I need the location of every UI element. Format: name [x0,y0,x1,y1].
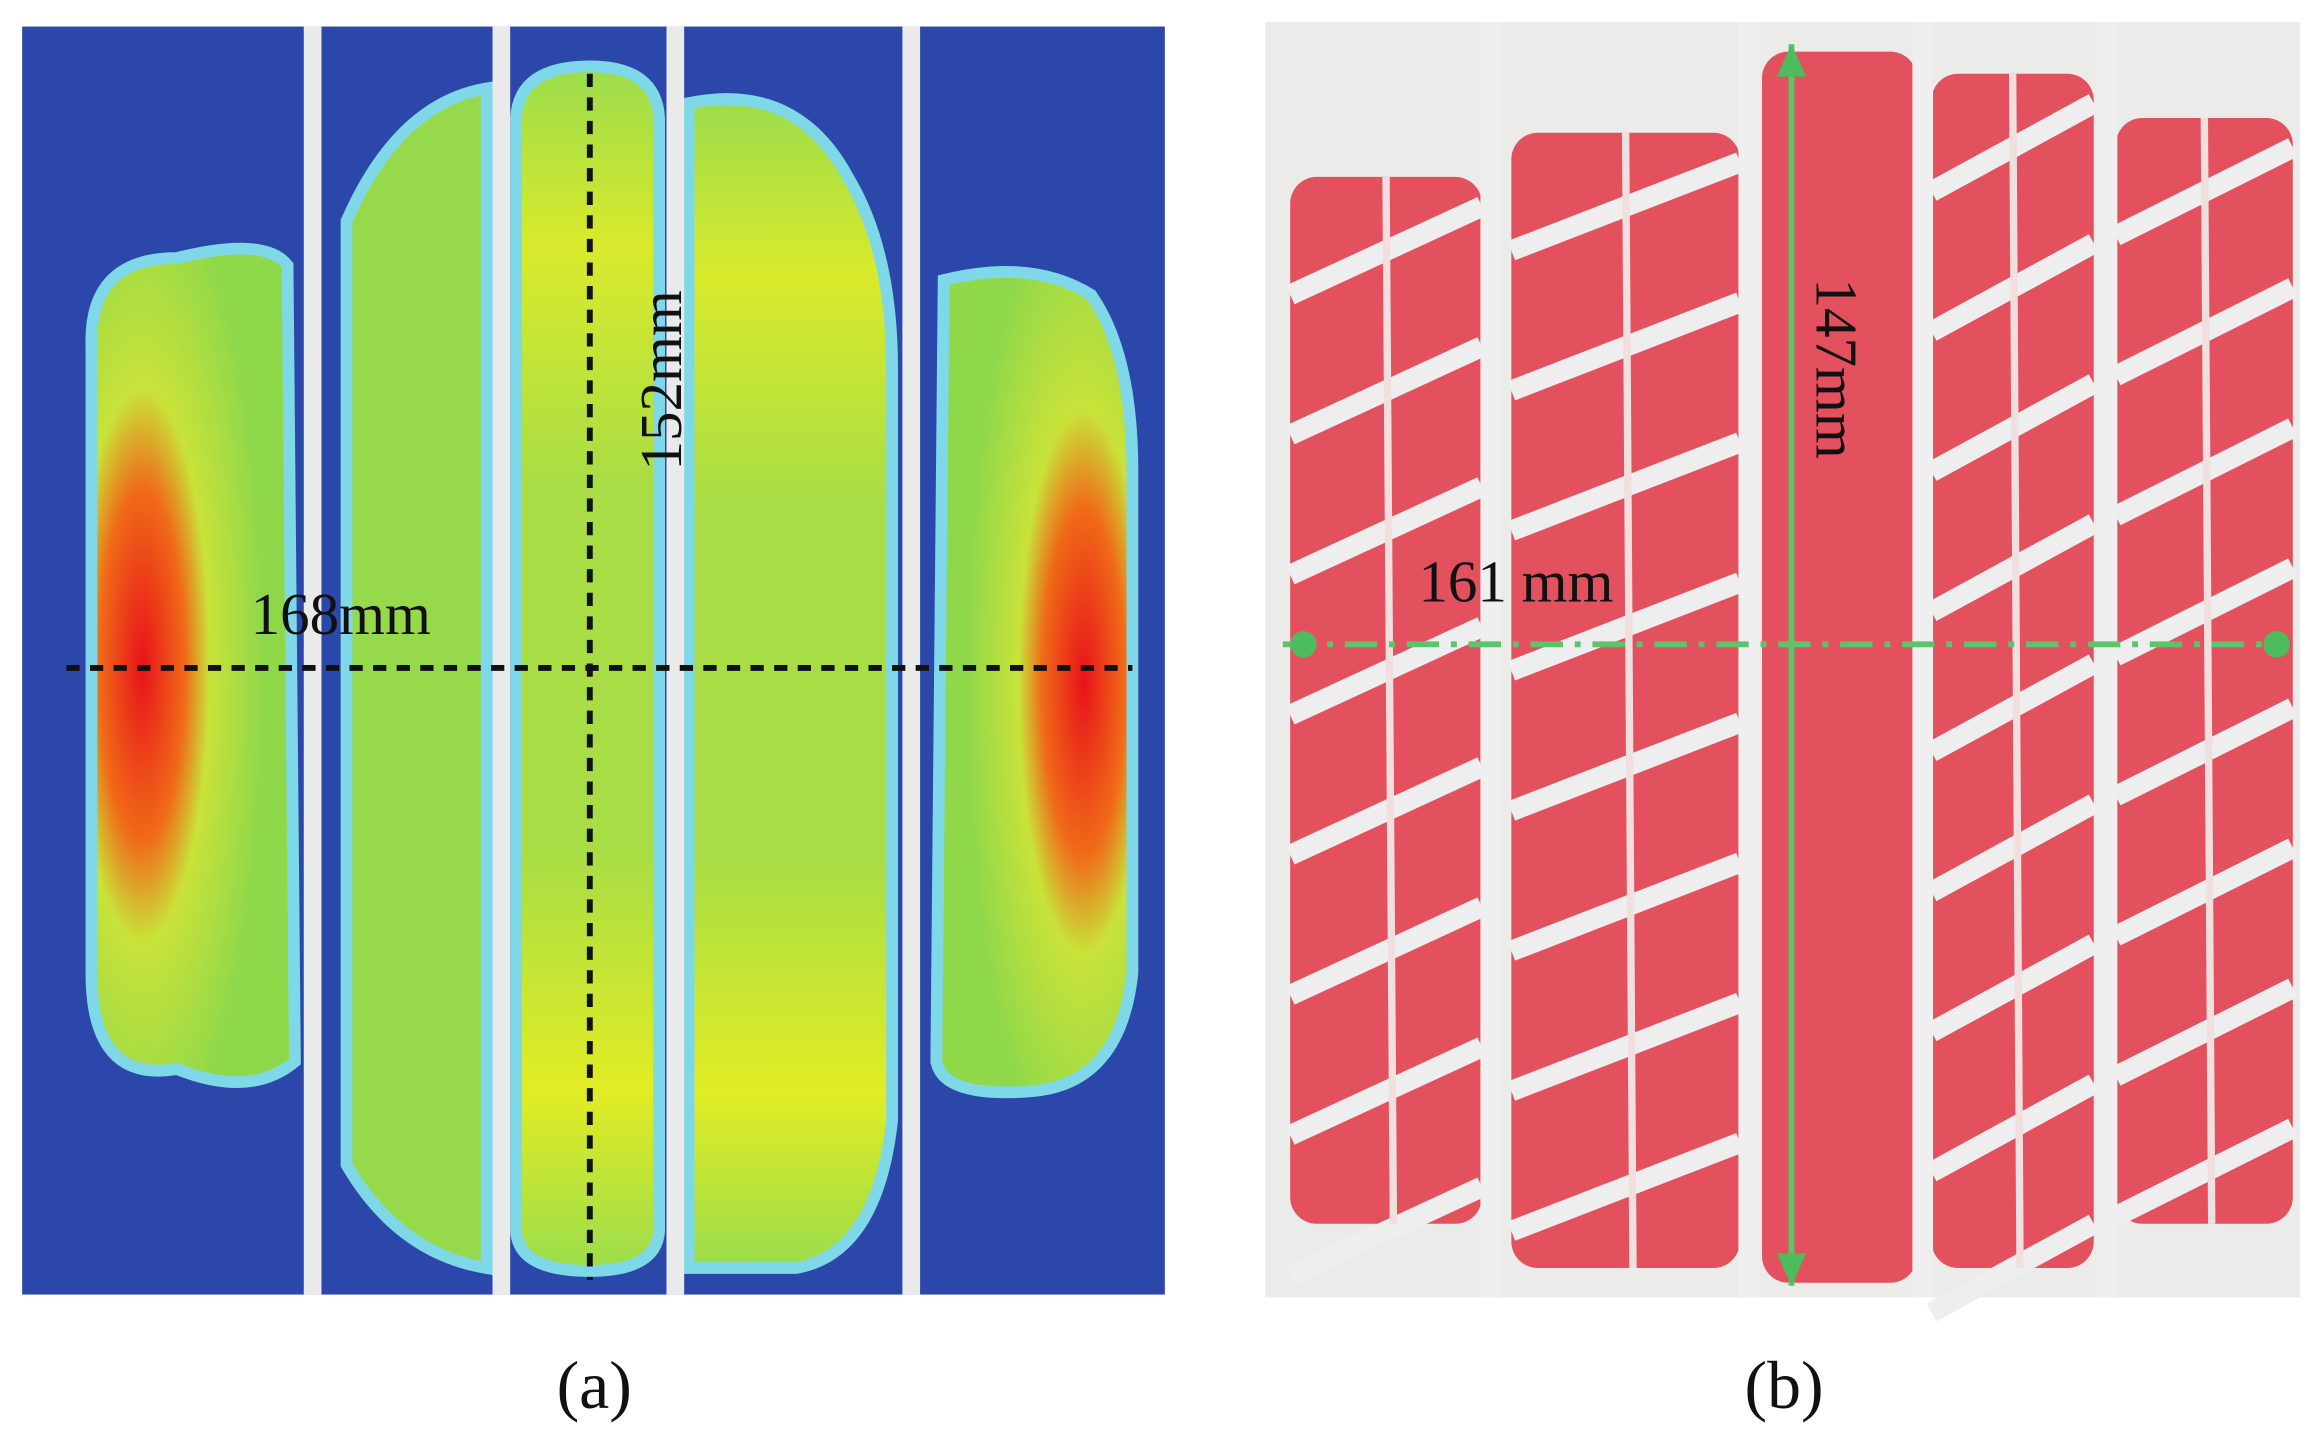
tread-shape [1285,897,1487,1005]
tread-shape [1285,757,1487,865]
tread-shape [2111,1118,2298,1226]
tread-shape [2111,978,2298,1086]
tread-shape [2111,698,2298,806]
tread-shape [1738,22,1760,1298]
tread-shape [2111,838,2298,946]
tread-shape [1926,934,2099,1042]
grooves [303,26,921,1295]
width-end [2263,631,2290,658]
length-label: 147mm [1804,279,1870,459]
tread-shape [1507,1133,1744,1241]
tread-shape [1382,176,1398,1224]
panel-label: (b) [1745,1348,1824,1423]
tread-shape [2096,22,2118,1298]
tread-shape [1480,22,1502,1298]
tread-shape [1926,794,2099,902]
tread-shape [1912,22,1934,1298]
length-label: 152mm [628,290,694,470]
tread-shape [1926,654,2099,762]
tread-shape [1285,1177,1487,1285]
tread-shape [1621,132,1637,1269]
tread-shape [1507,852,1744,961]
tread-blocks [1285,22,2298,1322]
tread-shape [1761,51,1917,1283]
width-label: 168mm [251,581,431,647]
tread-shape [2200,117,2216,1224]
tread-shape [1285,1037,1487,1145]
width-label: 161 mm [1418,549,1613,615]
tread-shape [1926,1074,2099,1182]
width-end [1290,631,1317,658]
tread-shape [1507,993,1744,1101]
tread-shape [1507,712,1744,821]
panel-a: 168mm 152mm (a) [22,26,1165,1423]
tread-shape [2008,73,2024,1269]
tread-shape [1926,1214,2099,1322]
panel-label: (a) [557,1348,632,1423]
panel-b: 161 mm 147mm (b) [1265,22,2301,1423]
